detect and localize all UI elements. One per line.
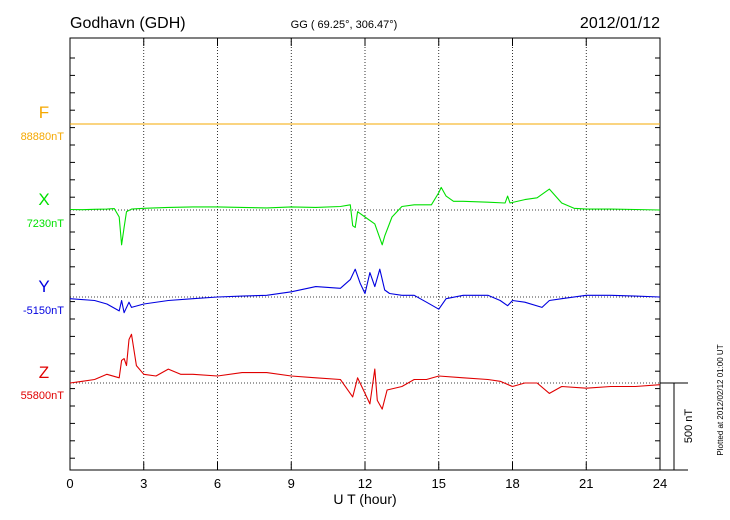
series-layer	[69, 123, 661, 410]
series-name-z: Z	[39, 363, 49, 382]
series-baseline-label-x: 7230nT	[27, 218, 65, 230]
x-tick-label-21: 21	[579, 476, 593, 491]
x-tick-label-3: 3	[140, 476, 147, 491]
plotted-at-label: Plotted at 2012/02/12 01:00 UT	[716, 344, 725, 455]
scale-bar-label: 500 nT	[683, 409, 695, 444]
grid-layer	[70, 38, 660, 470]
date-label: 2012/01/12	[580, 15, 660, 32]
x-tick-label-24: 24	[653, 476, 667, 491]
series-line-z	[69, 333, 661, 410]
x-tick-label-15: 15	[432, 476, 446, 491]
coords-label: GG ( 69.25°, 306.47°)	[291, 19, 398, 31]
series-baseline-label-z: 55800nT	[21, 390, 65, 402]
series-name-x: X	[38, 190, 49, 209]
series-line-x	[69, 186, 661, 246]
ticks-layer: 0 3 6 9 12 15 18 21 24	[66, 38, 667, 491]
series-name-f: F	[39, 103, 49, 122]
x-axis-title: U T (hour)	[333, 491, 396, 507]
x-tick-label-12: 12	[358, 476, 372, 491]
scale-bar: 500 nT	[660, 382, 695, 471]
station-title: Godhavn (GDH)	[70, 15, 186, 32]
x-tick-label-6: 6	[214, 476, 221, 491]
series-name-y: Y	[38, 277, 49, 296]
labels-layer: F 88880nT X 7230nT Y -5150nT Z 55800nT	[21, 103, 65, 402]
series-line-y	[69, 268, 661, 314]
x-tick-label-18: 18	[505, 476, 519, 491]
series-baseline-label-f: 88880nT	[21, 131, 65, 143]
x-tick-label-0: 0	[66, 476, 73, 491]
series-baseline-label-y: -5150nT	[23, 305, 64, 317]
x-tick-label-9: 9	[288, 476, 295, 491]
